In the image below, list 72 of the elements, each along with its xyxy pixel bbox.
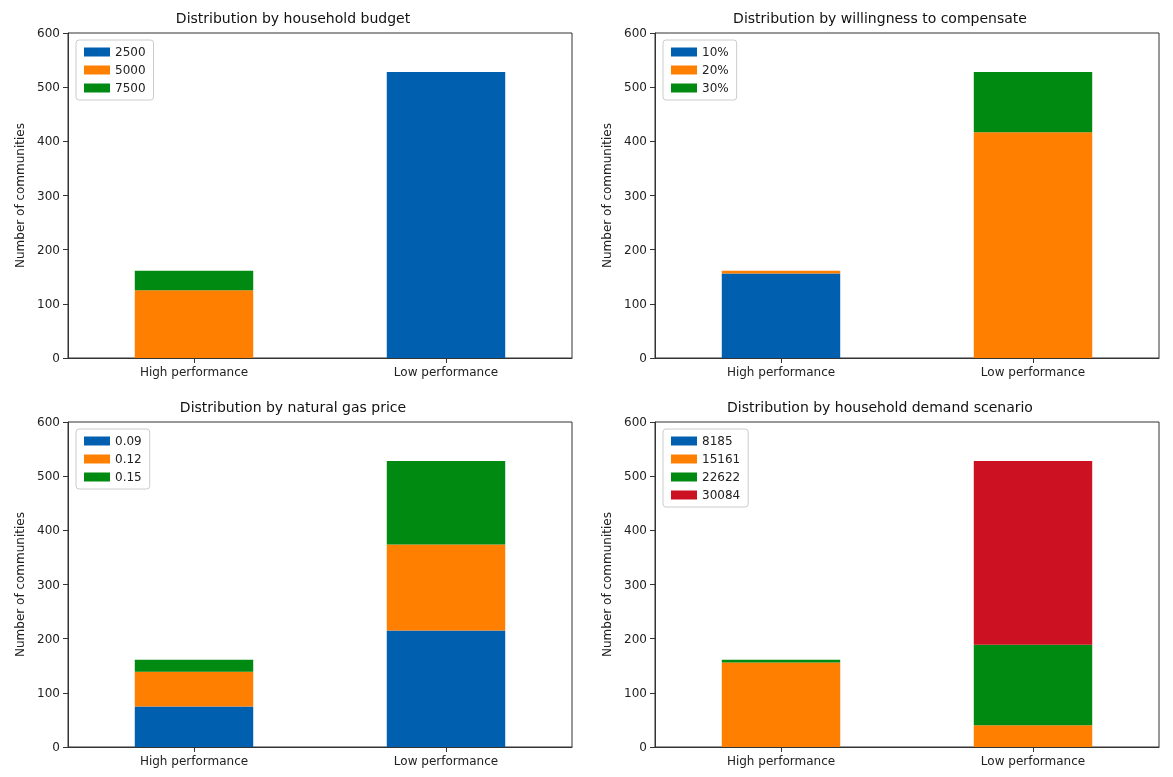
y-tick-label: 600	[624, 26, 647, 40]
bar	[134, 671, 254, 707]
legend-label: 7500	[115, 81, 146, 95]
bar	[721, 662, 841, 747]
bar	[721, 270, 841, 274]
x-tick-label: High performance	[726, 365, 836, 379]
y-tick-label: 100	[624, 685, 647, 700]
bar	[386, 630, 506, 747]
y-tick-label: 0	[639, 740, 647, 754]
bar	[386, 461, 506, 545]
y-tick-label: 400	[37, 523, 60, 538]
y-tick-label: 500	[624, 80, 647, 95]
legend-label: 15161	[702, 452, 741, 466]
legend-label: 0.12	[115, 452, 142, 466]
legend-label: 5000	[115, 63, 146, 77]
legend-label: 22622	[702, 470, 741, 484]
bar	[134, 706, 254, 747]
y-tick-label: 100	[37, 685, 60, 700]
bar	[973, 72, 1093, 133]
y-axis-title: Number of communities	[13, 123, 27, 268]
y-tick-label: 200	[37, 242, 60, 257]
x-tick-label: Low performance	[980, 754, 1086, 768]
bar	[973, 644, 1093, 726]
y-tick-label: 600	[37, 415, 60, 429]
y-tick-label: 0	[52, 351, 60, 365]
y-tick-label: 0	[639, 351, 647, 365]
x-tick-label: Low performance	[980, 365, 1086, 379]
y-tick-label: 200	[624, 631, 647, 646]
y-tick-label: 300	[624, 577, 647, 592]
legend-label: 2500	[115, 45, 146, 59]
y-tick-label: 300	[37, 188, 60, 203]
y-tick-label: 500	[37, 80, 60, 95]
bar	[386, 544, 506, 631]
y-axis-title: Number of communities	[13, 512, 27, 657]
y-tick-label: 400	[624, 134, 647, 149]
bar	[973, 461, 1093, 645]
legend-label: 20%	[702, 63, 729, 77]
x-tick-label: Low performance	[393, 754, 499, 768]
y-tick-label: 300	[37, 577, 60, 592]
bar	[134, 659, 254, 672]
chart-title: Distribution by natural gas price	[179, 399, 407, 415]
y-tick-label: 200	[624, 242, 647, 257]
y-tick-label: 500	[37, 469, 60, 484]
bar	[721, 273, 841, 358]
legend-label: 30%	[702, 81, 729, 95]
chart-title: Distribution by household demand scenario	[727, 399, 1033, 415]
y-tick-label: 300	[624, 188, 647, 203]
y-tick-label: 200	[37, 631, 60, 646]
legend-label: 0.15	[115, 470, 142, 484]
bar	[721, 659, 841, 663]
y-axis-title: Number of communities	[600, 512, 614, 657]
y-axis-title: Number of communities	[600, 123, 614, 268]
legend-label: 30084	[702, 488, 741, 502]
y-tick-label: 400	[624, 523, 647, 538]
bar	[973, 132, 1093, 358]
y-tick-label: 600	[624, 415, 647, 429]
y-tick-label: 400	[37, 134, 60, 149]
x-tick-label: Low performance	[393, 365, 499, 379]
chart-title: Distribution by household budget	[175, 10, 411, 26]
bar	[973, 725, 1093, 747]
x-tick-label: High performance	[139, 365, 249, 379]
chart-title: Distribution by willingness to compensate	[733, 10, 1027, 26]
y-tick-label: 500	[624, 469, 647, 484]
legend-label: 10%	[702, 45, 729, 59]
y-tick-label: 600	[37, 26, 60, 40]
legend-label: 0.09	[115, 434, 142, 448]
y-tick-label: 0	[52, 740, 60, 754]
y-tick-label: 100	[624, 296, 647, 311]
legend-label: 8185	[702, 434, 733, 448]
y-tick-label: 100	[37, 296, 60, 311]
x-tick-label: High performance	[726, 754, 836, 768]
x-tick-label: High performance	[139, 754, 249, 768]
